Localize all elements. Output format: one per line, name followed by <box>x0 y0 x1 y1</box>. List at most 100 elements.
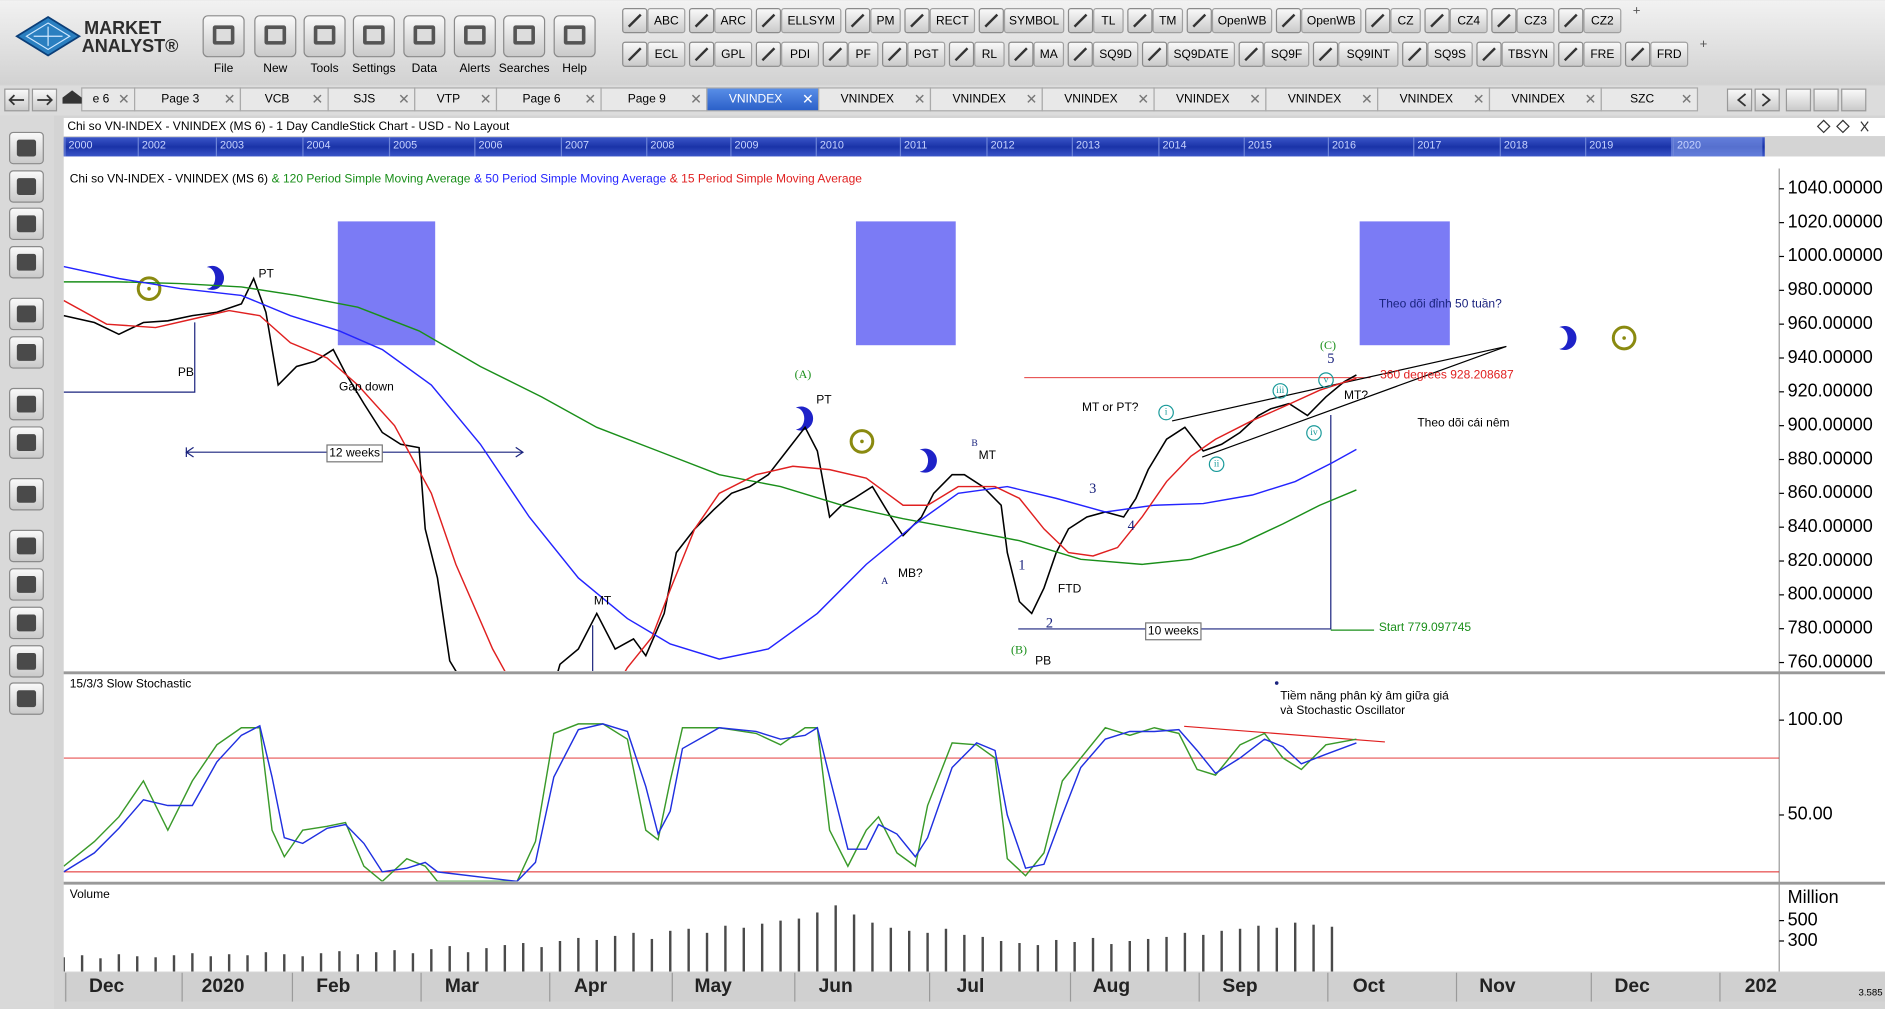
tool-label-box[interactable] <box>847 41 879 67</box>
tab-close[interactable] <box>1474 94 1483 103</box>
tab[interactable]: VCB <box>239 87 329 112</box>
tool-button[interactable]: CZ3 <box>1491 8 1555 34</box>
tab-close[interactable] <box>1027 94 1036 103</box>
tab[interactable]: VNINDEX <box>1377 87 1491 112</box>
tab-close[interactable] <box>119 94 128 103</box>
toolbar-button[interactable]: Help <box>553 15 596 75</box>
tool-label-box[interactable] <box>781 8 842 34</box>
tool-label-box[interactable] <box>907 41 946 67</box>
side-tool[interactable] <box>9 568 44 601</box>
tool-label-box[interactable] <box>1501 41 1555 67</box>
tab[interactable]: VNINDEX <box>706 87 820 112</box>
side-tool[interactable] <box>9 131 44 165</box>
toolbar-button[interactable]: Settings <box>352 15 396 75</box>
side-tool[interactable] <box>9 645 44 678</box>
home-icon[interactable] <box>62 90 82 104</box>
tool-button[interactable]: GPL <box>688 41 753 67</box>
tool-label-box[interactable] <box>1263 41 1310 67</box>
tool-button[interactable]: SQ9F <box>1238 41 1310 67</box>
tab[interactable]: VTP <box>414 87 498 112</box>
tool-button[interactable]: SQ9INT <box>1312 41 1399 67</box>
tool-button[interactable]: OpenWB <box>1186 8 1273 34</box>
tool-label-box[interactable] <box>647 8 686 34</box>
tool-label-box[interactable] <box>1093 8 1124 34</box>
tab-close[interactable] <box>481 94 490 103</box>
tool-label-box[interactable] <box>1390 8 1421 34</box>
toolbar-button[interactable]: File <box>202 15 245 75</box>
tool-label-box[interactable] <box>1003 8 1065 34</box>
tool-button[interactable]: TL <box>1067 8 1124 34</box>
tool-button[interactable]: TM <box>1127 8 1184 34</box>
tab-close[interactable] <box>586 94 595 103</box>
tool-button[interactable]: RL <box>948 41 1005 67</box>
tool-label-box[interactable] <box>1516 8 1555 34</box>
tool-button[interactable]: SYMBOL <box>978 8 1065 34</box>
tab-close[interactable] <box>1682 94 1691 103</box>
tool-button[interactable]: PDI <box>755 41 820 67</box>
view-button[interactable] <box>1813 88 1839 112</box>
tab[interactable]: Page 9 <box>600 87 708 112</box>
tool-label-box[interactable] <box>870 8 901 34</box>
tool-button[interactable]: MA <box>1008 41 1065 67</box>
tool-button[interactable]: ELLSYM <box>755 8 842 34</box>
side-tool[interactable] <box>9 246 44 279</box>
tool-label-box[interactable] <box>929 8 976 34</box>
side-tool[interactable] <box>9 387 44 421</box>
tab-bg[interactable] <box>1600 87 1699 112</box>
tab-close[interactable] <box>803 94 812 103</box>
view-button[interactable] <box>1841 88 1867 112</box>
tool-button[interactable]: SQ9D <box>1067 41 1139 67</box>
tab[interactable]: Page 6 <box>495 87 602 112</box>
toolbar-button[interactable]: Searches <box>499 15 550 75</box>
tab-close[interactable] <box>691 94 701 103</box>
side-tool[interactable] <box>9 170 44 203</box>
toolbar-button[interactable]: Alerts <box>453 15 496 75</box>
tool-label-box[interactable] <box>714 41 753 67</box>
tool-button[interactable]: PM <box>845 8 901 34</box>
tab-close[interactable] <box>225 94 234 103</box>
tool-button[interactable]: OpenWB <box>1275 8 1362 34</box>
tool-label-box[interactable] <box>1167 41 1235 67</box>
tool-label-box[interactable] <box>1650 41 1689 67</box>
tab[interactable]: VNINDEX <box>818 87 932 112</box>
tool-label-box[interactable] <box>974 41 1005 67</box>
side-tool[interactable] <box>9 478 44 511</box>
tool-label-box[interactable] <box>1583 8 1622 34</box>
tool-button[interactable]: CZ2 <box>1558 8 1622 34</box>
tool-label-box[interactable] <box>1449 8 1488 34</box>
side-tool[interactable] <box>9 207 44 241</box>
tool-button[interactable]: ECL <box>622 41 686 67</box>
tab[interactable]: SJS <box>327 87 416 112</box>
tool-button[interactable]: FRE <box>1558 41 1622 67</box>
tab[interactable]: VNINDEX <box>1488 87 1602 112</box>
side-tool[interactable] <box>9 336 44 369</box>
tool-label-box[interactable] <box>714 8 753 34</box>
tab-close[interactable] <box>1586 94 1595 103</box>
tool-label-box[interactable] <box>1427 41 1473 67</box>
tab[interactable]: VNINDEX <box>929 87 1043 112</box>
tool-label-box[interactable] <box>781 41 820 67</box>
tool-button[interactable]: RECT <box>904 8 976 34</box>
view-button[interactable] <box>1785 88 1812 112</box>
tool-button[interactable]: ARC <box>688 8 753 34</box>
toolbar-button[interactable]: Tools <box>303 15 346 75</box>
tool-button[interactable]: SQ9DATE <box>1141 41 1235 67</box>
tab[interactable]: VNINDEX <box>1041 87 1155 112</box>
side-tool[interactable] <box>9 529 44 563</box>
tool-button[interactable]: CZ <box>1365 8 1421 34</box>
tool-button[interactable]: ABC <box>622 8 686 34</box>
side-tool[interactable] <box>9 426 44 459</box>
toolbar-button[interactable]: Data <box>403 15 446 75</box>
tab[interactable]: Page 3 <box>134 87 242 112</box>
tool-label-box[interactable] <box>1092 41 1139 67</box>
tab-close[interactable] <box>399 94 409 103</box>
side-tool[interactable] <box>9 682 44 715</box>
toolbar-button[interactable]: New <box>254 15 297 75</box>
tab[interactable]: e 6 <box>81 87 136 112</box>
tool-label-box[interactable] <box>647 41 686 67</box>
side-tool[interactable] <box>9 297 44 331</box>
tab[interactable]: VNINDEX <box>1265 87 1379 112</box>
tool-label-box[interactable] <box>1338 41 1399 67</box>
tool-button[interactable]: PGT <box>882 41 946 67</box>
tool-button[interactable]: TBSYN <box>1476 41 1555 67</box>
